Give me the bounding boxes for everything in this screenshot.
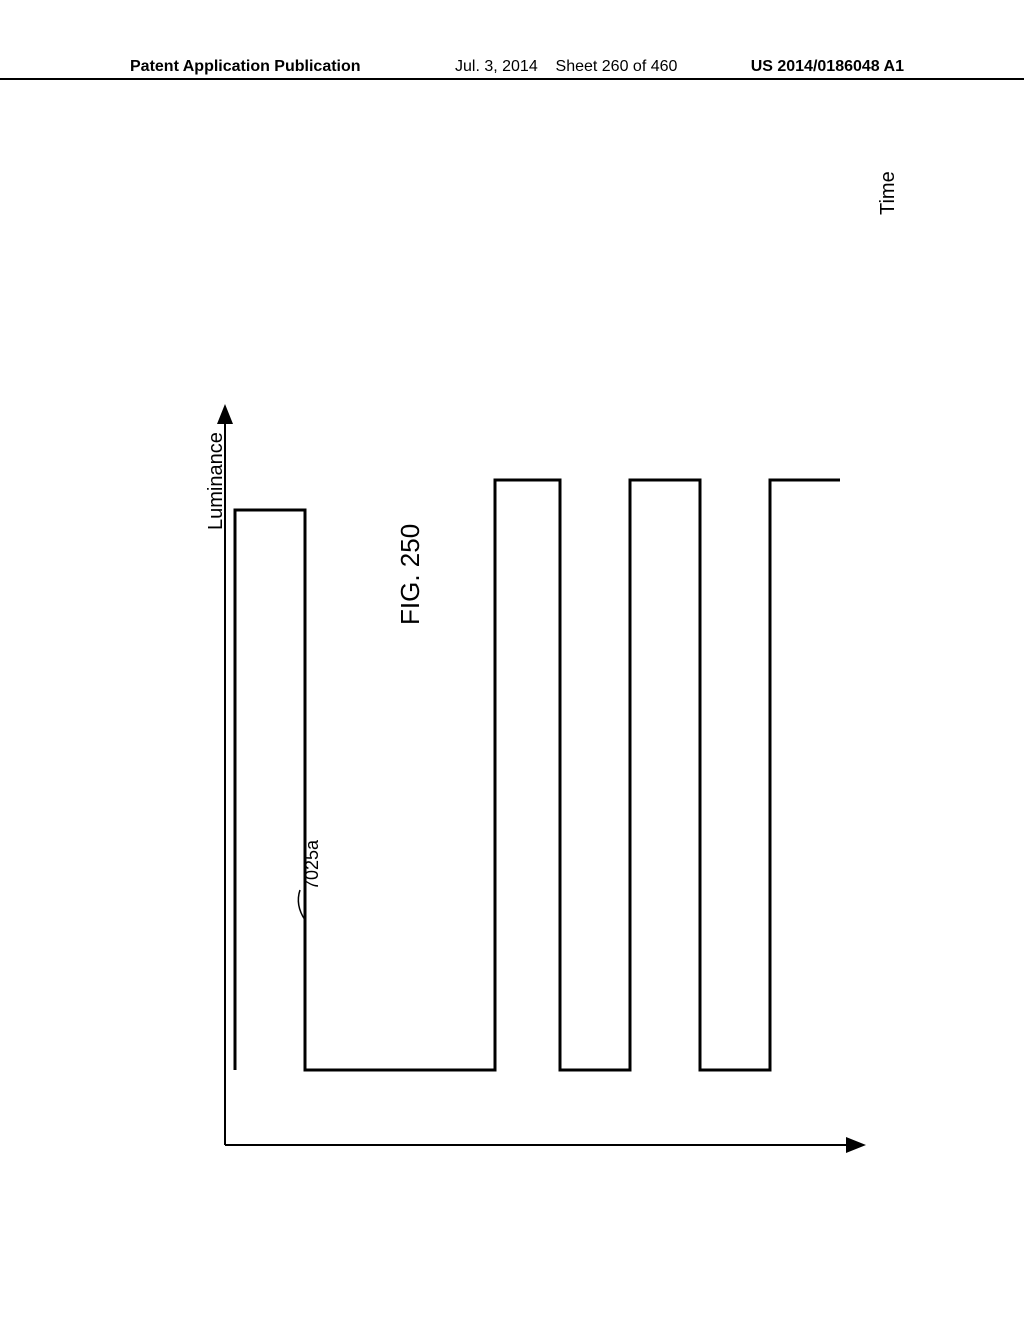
axes-group (225, 420, 850, 1145)
page-container: Patent Application Publication Jul. 3, 2… (0, 0, 1024, 1320)
reference-numeral: 7025a (302, 840, 323, 890)
figure-title: FIG. 250 (395, 524, 426, 625)
y-axis-label: Luminance (205, 432, 228, 530)
waveform-group (235, 480, 840, 1070)
diagram-svg (0, 0, 1024, 1320)
x-axis-label: Time (877, 171, 900, 215)
